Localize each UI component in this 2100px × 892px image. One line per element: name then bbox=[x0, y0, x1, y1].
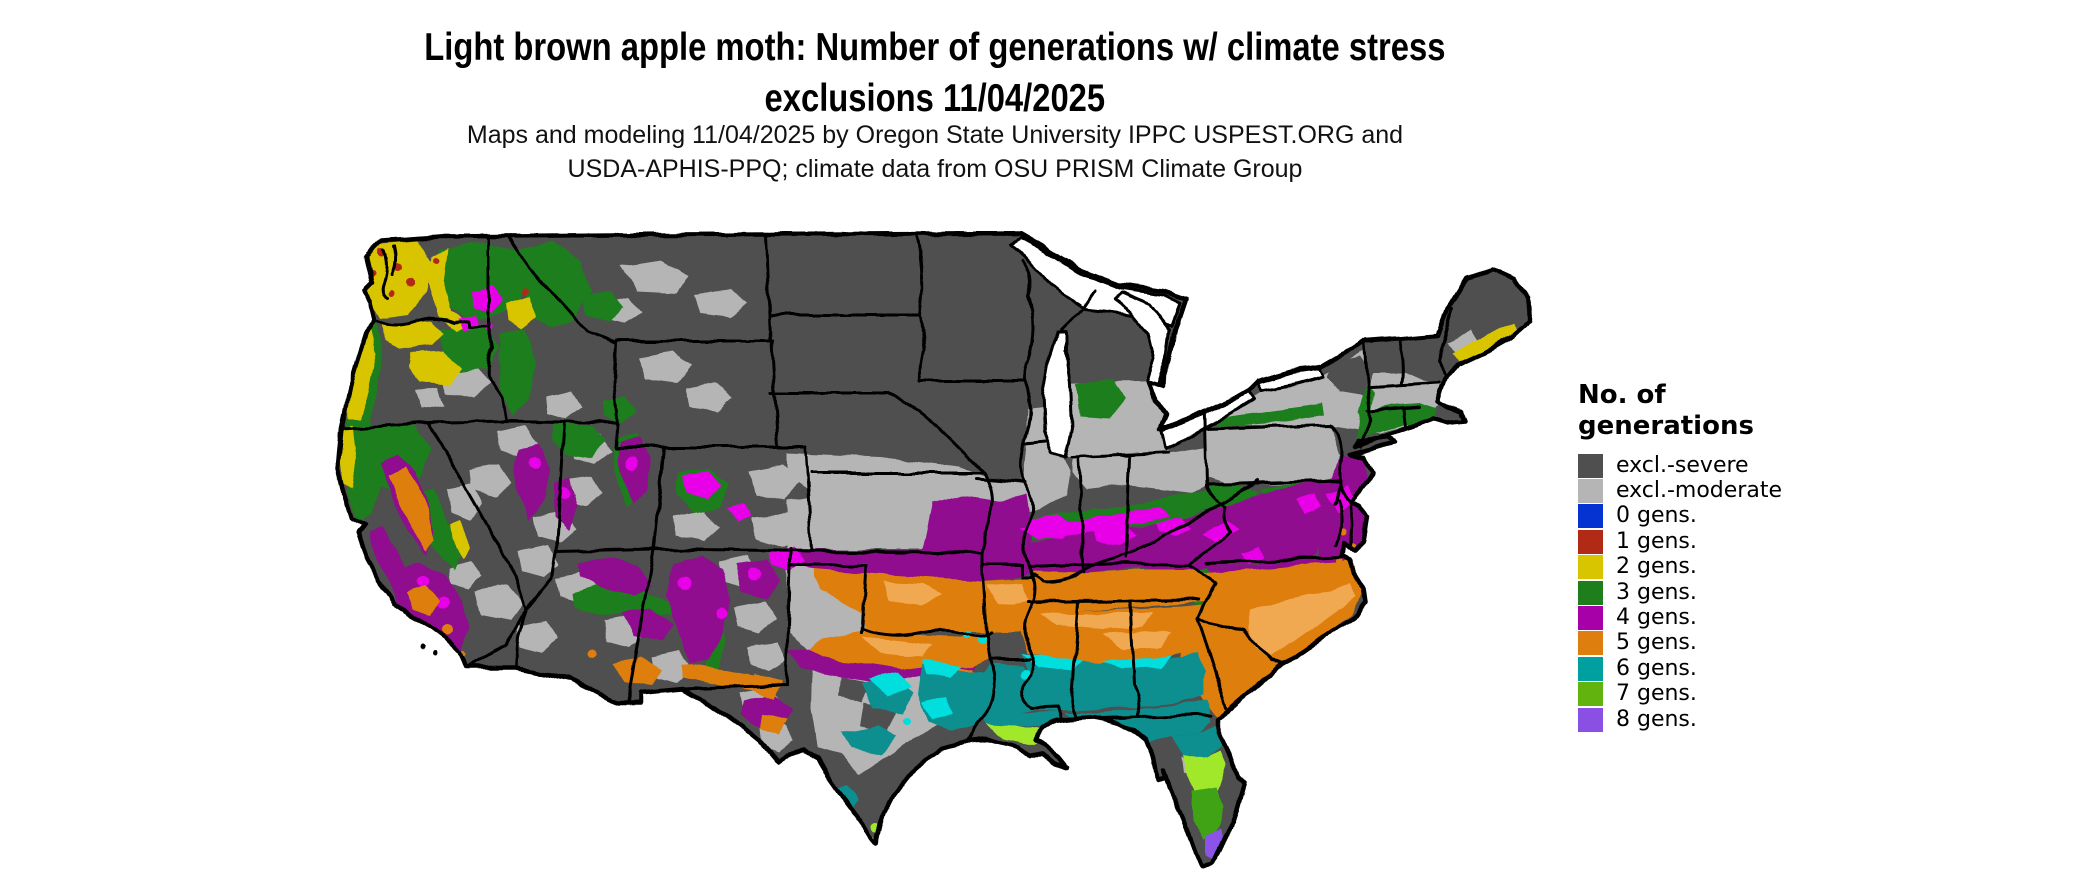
region-5gens-light bbox=[862, 583, 1356, 659]
legend-label: 4 gens. bbox=[1616, 605, 1697, 631]
legend-label: 0 gens. bbox=[1616, 503, 1697, 529]
legend-item: 5 gens. bbox=[1578, 631, 1838, 656]
page-title-text: Light brown apple moth: Number of genera… bbox=[424, 26, 1446, 120]
legend-item: 4 gens. bbox=[1578, 605, 1838, 631]
legend-item: 3 gens. bbox=[1578, 580, 1838, 605]
legend-swatch bbox=[1578, 529, 1603, 554]
legend-item: 6 gens. bbox=[1578, 656, 1838, 681]
us-map-svg bbox=[335, 231, 1535, 870]
region-2gens bbox=[340, 241, 1520, 559]
legend-item: 7 gens. bbox=[1578, 682, 1838, 707]
legend-swatch bbox=[1578, 453, 1603, 478]
legend-item: 1 gens. bbox=[1578, 529, 1838, 554]
legend-swatch bbox=[1578, 606, 1603, 631]
legend-swatch bbox=[1578, 555, 1603, 580]
region-6gens-bright bbox=[870, 631, 1172, 725]
legend-label: excl.-moderate bbox=[1616, 478, 1782, 504]
legend-label: 2 gens. bbox=[1616, 554, 1697, 580]
legend-item: excl.-severe bbox=[1578, 453, 1838, 478]
us-map bbox=[320, 231, 1535, 871]
legend-label: 7 gens. bbox=[1616, 681, 1697, 707]
region-7gens-fl-green bbox=[1192, 787, 1224, 841]
great-lakes bbox=[1008, 235, 1326, 459]
channel-islands bbox=[421, 644, 439, 656]
page-title: Light brown apple moth: Number of genera… bbox=[235, 22, 1635, 124]
legend-item: 0 gens. bbox=[1578, 504, 1838, 529]
legend-label: 6 gens. bbox=[1616, 655, 1697, 681]
lake-michigan bbox=[1040, 331, 1074, 459]
us-outline bbox=[335, 231, 1535, 870]
state-borders bbox=[340, 233, 1454, 743]
legend-title: No. of generations bbox=[1578, 380, 1754, 441]
legend-item: excl.-moderate bbox=[1578, 478, 1838, 504]
page-subtitle: Maps and modeling 11/04/2025 by Oregon S… bbox=[466, 121, 1404, 183]
legend-swatch bbox=[1578, 504, 1603, 529]
region-8gens bbox=[875, 829, 1226, 861]
legend-items: excl.-severe excl.-moderate 0 gens. 1 gens.… bbox=[1578, 453, 1838, 732]
legend-swatch bbox=[1578, 631, 1603, 656]
legend-label: 1 gens. bbox=[1616, 528, 1697, 554]
legend-swatch bbox=[1578, 580, 1603, 605]
legend-panel: No. of generations excl.-severe excl.-mod… bbox=[1578, 380, 1838, 732]
legend-label: excl.-severe bbox=[1616, 452, 1749, 478]
legend-swatch bbox=[1578, 707, 1603, 732]
legend-item: 8 gens. bbox=[1578, 707, 1838, 732]
legend-label: 3 gens. bbox=[1616, 579, 1697, 605]
region-4gens-bright bbox=[418, 285, 1354, 619]
legend-swatch bbox=[1578, 479, 1603, 504]
legend-swatch bbox=[1578, 656, 1603, 681]
map-layers bbox=[335, 231, 1535, 870]
legend-label: 8 gens. bbox=[1616, 706, 1697, 732]
legend-item: 2 gens. bbox=[1578, 555, 1838, 580]
legend-swatch bbox=[1578, 682, 1603, 707]
legend-label: 5 gens. bbox=[1616, 630, 1697, 656]
